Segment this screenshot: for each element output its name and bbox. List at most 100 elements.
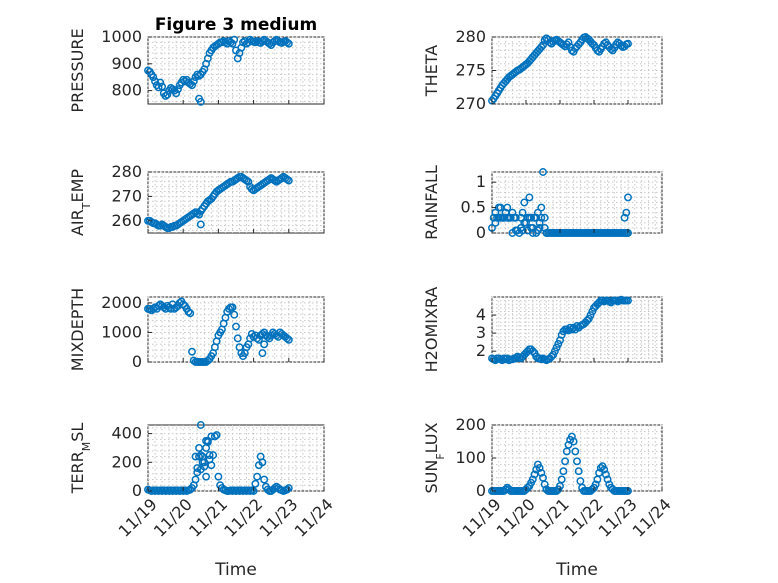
data-point (622, 208, 631, 217)
x-tick-label: 11/20 (493, 495, 539, 541)
data-point (163, 90, 172, 99)
x-tick-label: 11/22 (561, 495, 607, 541)
data-point (173, 85, 182, 94)
data-point (205, 451, 214, 460)
chart-panel-air_temp: 260 270 280 AIRTEMP (68, 162, 325, 236)
data-point (284, 335, 293, 344)
y-tick-label: 800 (111, 81, 142, 100)
y-tick-label: 270 (455, 94, 486, 113)
data-point (251, 38, 260, 47)
y-tick-label: 0.5 (461, 198, 486, 217)
data-point (258, 458, 267, 467)
data-point (600, 465, 609, 474)
data-point (518, 208, 527, 217)
data-point (191, 475, 200, 484)
data-point (232, 322, 240, 331)
data-point (567, 325, 576, 334)
data-point (239, 38, 247, 47)
data-point (583, 316, 592, 325)
data-point (189, 77, 198, 86)
data-point (198, 458, 207, 467)
y-axis-label: SUNFLUX (422, 422, 447, 493)
y-tick-label: 0 (476, 481, 486, 500)
y-axis-label: PRESSURE (68, 28, 87, 112)
x-tick-label: 11/23 (595, 495, 641, 541)
data-point (540, 480, 549, 489)
data-point (186, 309, 195, 318)
chart-panel-mixdepth: 0 1000 2000 MIXDEPTH (68, 288, 325, 371)
chart-panel-rainfall: 0 0.5 1 RAINFALL (422, 165, 663, 242)
x-tick-label: 11/21 (527, 495, 573, 541)
data-point (214, 472, 223, 481)
data-point (624, 39, 632, 48)
data-point (212, 431, 221, 439)
y-axis-label: THETA (422, 45, 441, 97)
y-tick-label: 0 (476, 223, 486, 242)
data-point (505, 213, 513, 222)
data-point (209, 451, 218, 460)
x-tick-label: 11/24 (291, 495, 337, 541)
chart-title: Figure 3 medium (155, 15, 317, 35)
data-point (202, 472, 211, 481)
data-point (196, 421, 205, 429)
data-point (258, 349, 267, 358)
data-point (184, 307, 193, 316)
y-tick-label: 3 (476, 323, 486, 342)
data-point (624, 193, 632, 202)
data-point (244, 177, 253, 186)
data-point (151, 77, 159, 86)
data-point (284, 484, 293, 493)
data-point (601, 470, 610, 479)
data-point (228, 39, 237, 48)
data-point (193, 468, 202, 477)
data-point (283, 334, 291, 343)
y-tick-label: 0 (132, 481, 142, 500)
x-tick-label: 11/22 (220, 495, 266, 541)
data-point (620, 213, 629, 222)
y-tick-label: 1000 (101, 322, 142, 341)
data-point (617, 41, 626, 50)
data-point (539, 41, 547, 49)
data-point (154, 301, 163, 310)
y-axis-label: MIXDEPTH (68, 288, 87, 371)
data-point (537, 213, 546, 222)
x-tick-label: 11/20 (150, 495, 196, 541)
y-tick-label: 280 (111, 162, 142, 181)
chart-panel-pressure: 800 900 1000 PRESSURE Figure 3 medium (68, 15, 325, 113)
x-tick-label: 11/21 (185, 495, 231, 541)
data-point (284, 39, 293, 48)
data-point (196, 97, 205, 106)
data-point (571, 447, 580, 456)
data-point (253, 472, 262, 481)
data-point (284, 176, 293, 185)
data-point (561, 457, 570, 466)
data-point (261, 331, 270, 340)
data-point (270, 484, 279, 493)
data-point (520, 218, 529, 227)
data-point (260, 475, 269, 484)
data-point (535, 463, 544, 472)
data-point (230, 310, 239, 319)
y-tick-label: 200 (455, 415, 486, 434)
data-point (496, 203, 505, 212)
data-point (251, 479, 260, 488)
data-point (154, 83, 163, 92)
y-tick-label: 400 (111, 424, 142, 443)
data-point (283, 38, 291, 47)
data-point (511, 354, 520, 363)
data-point (591, 480, 600, 489)
data-point (233, 334, 242, 343)
data-point (161, 92, 170, 100)
data-point (530, 470, 539, 479)
chart-panel-theta: 270 275 280 THETA (422, 27, 663, 113)
data-point (569, 437, 578, 446)
data-point (528, 229, 537, 237)
data-point (567, 432, 576, 441)
data-point (203, 438, 212, 447)
y-tick-label: 280 (455, 27, 486, 46)
data-point (527, 223, 536, 232)
data-point (559, 467, 568, 476)
data-point (564, 38, 573, 47)
